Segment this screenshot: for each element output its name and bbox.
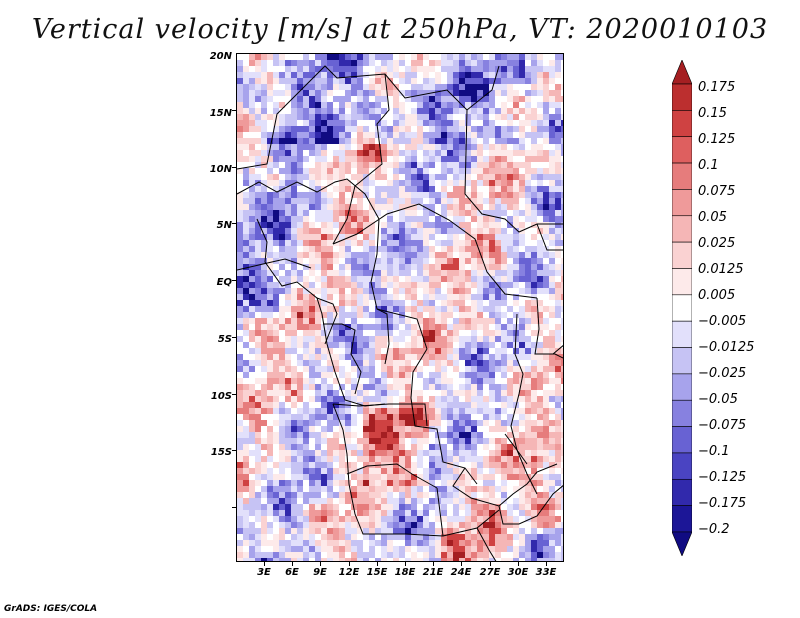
latitude-label: 5S bbox=[217, 334, 232, 345]
colorbar-label: 0.1 bbox=[698, 158, 719, 173]
colorbar-swatch bbox=[672, 268, 692, 296]
colorbar-label: −0.025 bbox=[698, 366, 747, 381]
longitude-label: 27E bbox=[479, 567, 501, 578]
lon-tick bbox=[320, 562, 321, 566]
lat-tick bbox=[232, 110, 236, 111]
colorbar-swatch bbox=[672, 347, 692, 375]
lon-tick bbox=[433, 562, 434, 566]
colorbar-label: 0.15 bbox=[698, 106, 727, 121]
colorbar-swatch bbox=[672, 83, 692, 111]
colorbar-label: −0.075 bbox=[698, 418, 747, 433]
colorbar-label: −0.1 bbox=[698, 444, 730, 459]
latitude-label: 10N bbox=[209, 164, 232, 175]
lat-tick bbox=[232, 337, 236, 338]
lon-tick bbox=[292, 562, 293, 566]
longitude-label: 3E bbox=[257, 567, 271, 578]
latitude-label: 10S bbox=[210, 391, 232, 402]
colorbar-label: 0.125 bbox=[698, 132, 736, 147]
colorbar-swatch bbox=[672, 320, 692, 348]
longitude-label: 18E bbox=[394, 567, 416, 578]
colorbar bbox=[672, 60, 692, 556]
lon-tick bbox=[518, 562, 519, 566]
colorbar-swatch bbox=[672, 294, 692, 322]
latitude-label: EQ bbox=[216, 277, 232, 288]
colorbar-swatch bbox=[672, 110, 692, 138]
country-boundaries bbox=[237, 65, 563, 561]
longitude-label: 9E bbox=[313, 567, 327, 578]
colorbar-swatch bbox=[672, 60, 692, 85]
longitude-label: 30E bbox=[507, 567, 529, 578]
colorbar-label: 0.025 bbox=[698, 236, 736, 251]
colorbar-swatch bbox=[672, 373, 692, 401]
lat-tick bbox=[232, 223, 236, 224]
latitude-label: 15S bbox=[210, 447, 232, 458]
colorbar-label: 0.0125 bbox=[698, 262, 744, 277]
colorbar-swatch bbox=[672, 136, 692, 164]
colorbar-swatch bbox=[672, 452, 692, 480]
colorbar-swatch bbox=[672, 241, 692, 269]
lon-tick bbox=[349, 562, 350, 566]
colorbar-swatch bbox=[672, 505, 692, 533]
map-panel bbox=[236, 53, 564, 562]
latitude-label: 5N bbox=[216, 220, 232, 231]
colorbar-label: 0.05 bbox=[698, 210, 727, 225]
velocity-field-map bbox=[237, 54, 563, 561]
colorbar-label: −0.175 bbox=[698, 496, 747, 511]
colorbar-label: 0.175 bbox=[698, 80, 736, 95]
lon-tick bbox=[377, 562, 378, 566]
colorbar-swatch bbox=[672, 215, 692, 243]
colorbar-swatch bbox=[672, 478, 692, 506]
lon-tick bbox=[405, 562, 406, 566]
lat-tick bbox=[232, 394, 236, 395]
lon-tick bbox=[461, 562, 462, 566]
longitude-label: 15E bbox=[366, 567, 388, 578]
colorbar-label: −0.2 bbox=[698, 522, 730, 537]
colorbar-swatch bbox=[672, 162, 692, 190]
colorbar-label: −0.05 bbox=[698, 392, 738, 407]
lat-tick bbox=[232, 167, 236, 168]
chart-title: Vertical velocity [m/s] at 250hPa, VT: 2… bbox=[31, 14, 769, 45]
longitude-label: 6E bbox=[285, 567, 299, 578]
colorbar-label: −0.0125 bbox=[698, 340, 755, 355]
longitude-label: 21E bbox=[422, 567, 444, 578]
colorbar-label: 0.005 bbox=[698, 288, 736, 303]
longitude-label: 33E bbox=[535, 567, 557, 578]
colorbar-swatch bbox=[672, 531, 692, 556]
latitude-label: 15N bbox=[209, 108, 232, 119]
lon-tick bbox=[546, 562, 547, 566]
colorbar-label: −0.005 bbox=[698, 314, 747, 329]
longitude-label: 24E bbox=[450, 567, 472, 578]
lon-tick bbox=[264, 562, 265, 566]
lat-tick bbox=[232, 450, 236, 451]
latitude-label: 20N bbox=[209, 51, 232, 62]
grads-credit: GrADS: IGES/COLA bbox=[4, 604, 98, 614]
colorbar-swatch bbox=[672, 399, 692, 427]
colorbar-label: −0.125 bbox=[698, 470, 747, 485]
colorbar-label: 0.075 bbox=[698, 184, 736, 199]
lat-tick bbox=[232, 280, 236, 281]
lon-tick bbox=[490, 562, 491, 566]
lat-tick bbox=[232, 507, 236, 508]
longitude-label: 12E bbox=[338, 567, 360, 578]
colorbar-swatch bbox=[672, 189, 692, 217]
colorbar-swatch bbox=[672, 426, 692, 454]
velocity-field bbox=[237, 54, 563, 561]
